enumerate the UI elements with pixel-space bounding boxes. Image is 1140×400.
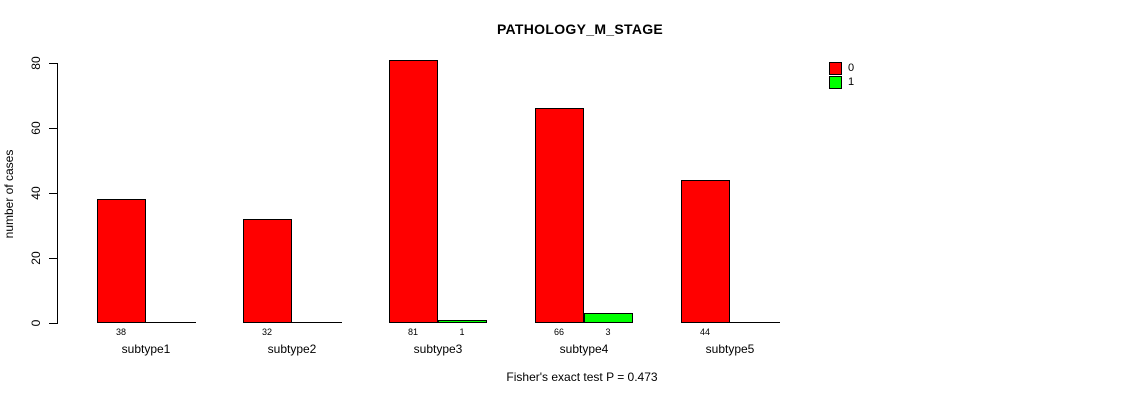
- y-tick: [49, 323, 57, 324]
- y-tick-label: 80: [29, 56, 43, 70]
- y-tick-label: 20: [29, 251, 43, 265]
- legend-swatch-icon: [829, 61, 842, 75]
- legend-item-0: 0: [829, 61, 854, 75]
- bar-value-label: 44: [699, 327, 710, 337]
- bar-series-1-zero-line: [730, 322, 780, 323]
- y-axis-label: number of cases: [2, 149, 16, 239]
- bar-value-label: 32: [261, 327, 272, 337]
- bar-series-1: [438, 320, 487, 323]
- y-tick-label: 0: [29, 319, 43, 327]
- y-tick: [49, 193, 57, 194]
- bar-value-label: 3: [605, 327, 611, 337]
- bar-series-0: [681, 180, 730, 323]
- bar-series-1-zero-line: [292, 322, 342, 323]
- bar-value-label: 1: [459, 327, 465, 337]
- bar-series-1-zero-line: [146, 322, 196, 323]
- y-tick-label: 60: [29, 121, 43, 135]
- x-category-label: subtype3: [413, 342, 463, 356]
- x-category-label: subtype5: [705, 342, 755, 356]
- chart-title: PATHOLOGY_M_STAGE: [496, 21, 664, 37]
- bar-value-label: 66: [553, 327, 564, 337]
- legend-label: 0: [848, 62, 855, 74]
- y-axis: [57, 63, 58, 324]
- bar-value-label: 38: [115, 327, 126, 337]
- y-tick: [49, 128, 57, 129]
- bar-series-0: [243, 219, 292, 323]
- bar-series-1: [584, 313, 633, 323]
- bar-series-0: [97, 199, 146, 323]
- legend-item-1: 1: [829, 75, 854, 89]
- x-category-label: subtype4: [559, 342, 609, 356]
- bar-series-0: [389, 60, 438, 323]
- y-tick: [49, 63, 57, 64]
- caption-fisher-test: Fisher's exact test P = 0.473: [506, 370, 658, 384]
- bar-series-0: [535, 108, 584, 323]
- y-tick: [49, 258, 57, 259]
- bar-value-label: 81: [407, 327, 418, 337]
- legend-swatch-icon: [829, 75, 842, 89]
- y-tick-label: 40: [29, 186, 43, 200]
- x-category-label: subtype2: [267, 342, 317, 356]
- x-category-label: subtype1: [121, 342, 171, 356]
- legend-label: 1: [848, 76, 855, 88]
